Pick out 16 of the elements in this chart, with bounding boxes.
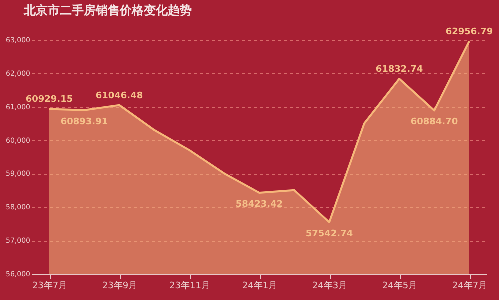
x-tick-label: 23年9月 — [102, 280, 138, 292]
chart-title: 北京市二手房销售价格变化趋势 — [23, 3, 192, 18]
x-tick-label: 23年11月 — [170, 280, 210, 292]
data-label: 60893.91 — [60, 117, 108, 128]
data-label: 58423.42 — [236, 200, 284, 210]
data-label: 60929.15 — [26, 95, 74, 106]
data-label: 57542.74 — [306, 229, 354, 240]
x-tick-label: 24年3月 — [312, 280, 348, 292]
data-label: 61046.48 — [96, 91, 144, 102]
data-label: 61832.74 — [376, 65, 424, 76]
x-tick-label: 24年5月 — [382, 280, 418, 292]
x-tick-label: 23年7月 — [32, 280, 68, 292]
x-tick-label: 24年1月 — [242, 280, 278, 292]
x-tick-label: 24年7月 — [452, 280, 488, 292]
data-label: 60884.70 — [410, 118, 458, 128]
data-label: 62956.79 — [446, 27, 494, 38]
